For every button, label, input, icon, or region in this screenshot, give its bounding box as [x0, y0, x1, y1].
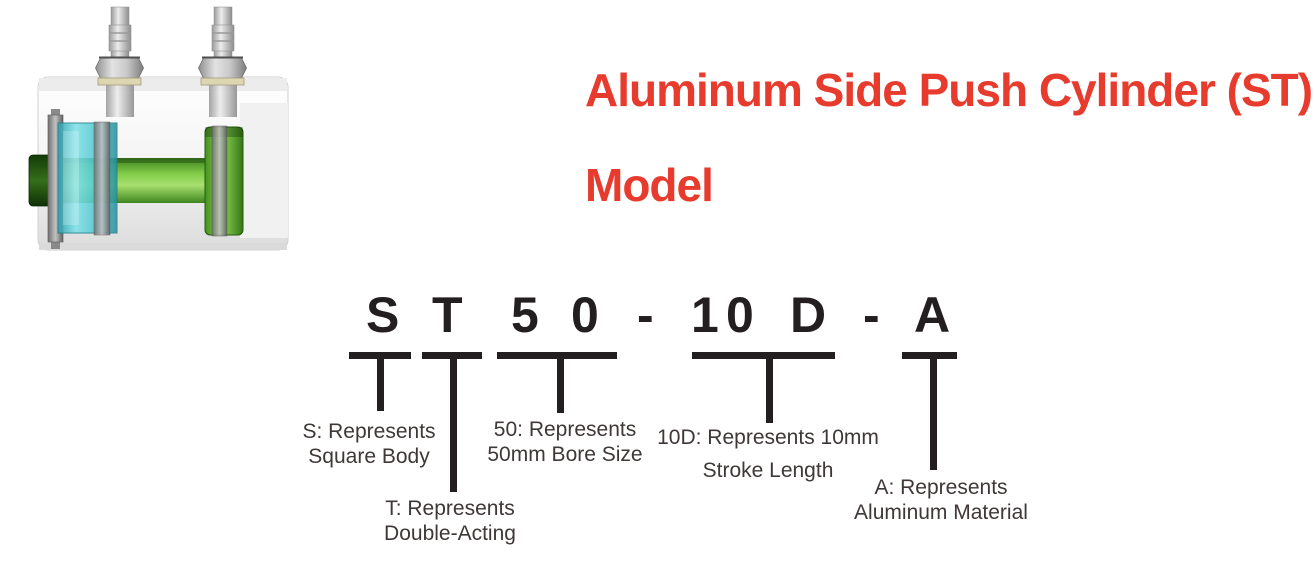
cylinder-3d-render-svg: [28, 6, 289, 251]
callout-label-line: Square Body: [308, 445, 430, 468]
callout-underline-10d: [692, 352, 835, 359]
callout-label-line: 10D: Represents 10mm: [657, 426, 879, 449]
callout-label-line: S: Represents: [302, 420, 436, 443]
callout-label-line: 50mm Bore Size: [487, 443, 643, 466]
model-code-char-d: D: [790, 287, 827, 343]
callout-underline-a: [902, 352, 957, 359]
model-code-char-a: A: [914, 287, 951, 343]
fitting-lower-tube: [209, 81, 237, 117]
callout-stem-t: [450, 352, 457, 492]
callout-label-line: Aluminum Material: [854, 501, 1028, 524]
gray-ring: [211, 125, 228, 237]
model-code-char-s: S: [366, 287, 400, 343]
callout-label-a: A: Represents Aluminum Material: [854, 475, 1028, 525]
air-fitting-right: [198, 6, 247, 86]
model-code-char-1: 1: [691, 287, 719, 343]
callout-stem-10d: [766, 352, 773, 423]
model-code-hyphen-2: -: [863, 287, 880, 343]
page-title: Aluminum Side Push Cylinder (ST): [585, 64, 1313, 116]
callout-stem-a: [930, 352, 937, 470]
page-subtitle-model: Model: [585, 159, 714, 211]
callout-label-10d: 10D: Represents 10mm Stroke Length: [657, 425, 879, 483]
callout-stem-50: [557, 352, 564, 413]
callout-label-line: T: Represents: [385, 497, 515, 520]
fitting-lower-tube: [106, 81, 134, 117]
air-fitting-left: [95, 6, 144, 86]
callout-label-line: Double-Acting: [384, 522, 516, 545]
gray-ring: [93, 121, 111, 236]
model-code-char-0: 0: [571, 287, 599, 343]
callout-label-line: Stroke Length: [702, 459, 834, 482]
model-code-char-0b: 0: [726, 287, 754, 343]
callout-label-line: 50: Represents: [493, 418, 637, 441]
callout-label-50: 50: Represents 50mm Bore Size: [487, 417, 642, 467]
cylinder-3d-render: [25, 5, 295, 260]
callout-stem-s: [377, 352, 384, 411]
callout-label-line: A: Represents: [874, 476, 1008, 499]
callout-label-t: T: Represents Double-Acting: [384, 496, 516, 546]
model-code-char-5: 5: [511, 287, 539, 343]
callout-label-s: S: Represents Square Body: [302, 419, 435, 469]
model-code-char-t: T: [432, 287, 463, 343]
model-code-hyphen: -: [637, 287, 654, 343]
